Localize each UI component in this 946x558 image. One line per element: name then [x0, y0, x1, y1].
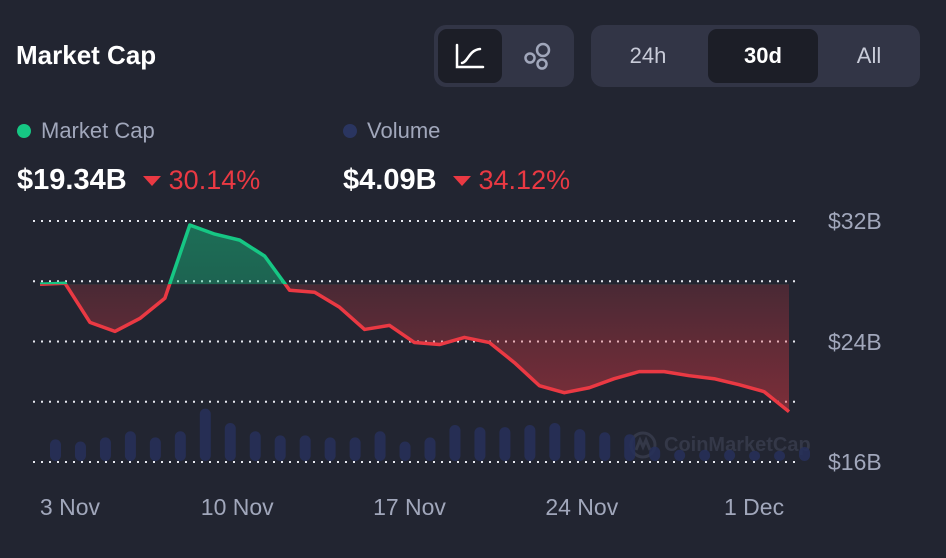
volume-bar[interactable]: [224, 423, 236, 461]
volume-bar[interactable]: [624, 434, 636, 461]
legend-volume-label: Volume: [367, 118, 441, 143]
volume-bar[interactable]: [74, 441, 86, 461]
volume-bar[interactable]: [99, 437, 111, 461]
volume-dot-icon: [343, 124, 357, 138]
volume-bar[interactable]: [50, 439, 61, 461]
line-chart-icon: [455, 43, 485, 69]
volume-bar[interactable]: [174, 431, 186, 461]
volume-bar[interactable]: [299, 435, 311, 461]
x-tick-label: 3 Nov: [39, 494, 100, 520]
volume-bar[interactable]: [474, 427, 486, 461]
chart-type-toggle: [434, 25, 574, 87]
y-tick-label: $24B: [828, 328, 882, 355]
tab-all[interactable]: All: [856, 43, 882, 68]
line-chart-button[interactable]: [438, 29, 502, 83]
volume-bar[interactable]: [374, 431, 386, 461]
legend-market-cap-label: Market Cap: [41, 118, 155, 143]
volume-bar[interactable]: [799, 447, 810, 461]
x-tick-label: 17 Nov: [373, 494, 446, 520]
volume-bar[interactable]: [599, 432, 611, 461]
bubble-chart-icon: [524, 42, 551, 70]
market-cap-line-down: [40, 284, 791, 414]
x-tick-label: 24 Nov: [545, 494, 619, 520]
volume-bar[interactable]: [199, 408, 211, 461]
market-cap-stat: $19.34B 30.14%: [17, 164, 260, 197]
volume-bar[interactable]: [249, 431, 261, 461]
caret-down-icon: [142, 175, 161, 186]
caret-down-icon: [452, 175, 471, 186]
y-tick-label: $32B: [828, 208, 882, 234]
volume-bar[interactable]: [349, 437, 361, 461]
volume-bar[interactable]: [699, 449, 711, 461]
page-title: Market Cap: [16, 40, 157, 70]
market-cap-change: 30.14%: [168, 165, 261, 195]
x-tick-label: 1 Dec: [723, 494, 785, 520]
legend-market-cap[interactable]: Market Cap: [17, 118, 155, 144]
volume-bar[interactable]: [649, 446, 661, 461]
volume-bar[interactable]: [674, 449, 686, 461]
volume-bar[interactable]: [774, 450, 786, 461]
volume-bar[interactable]: [549, 423, 561, 461]
volume-bar[interactable]: [424, 437, 436, 461]
volume-bar[interactable]: [449, 425, 461, 461]
area-below-baseline: [40, 284, 789, 412]
market-cap-value: $19.34B: [17, 164, 127, 196]
volume-bar[interactable]: [324, 437, 336, 461]
volume-bar[interactable]: [274, 435, 286, 461]
volume-bar[interactable]: [149, 437, 161, 461]
volume-bar[interactable]: [574, 429, 586, 461]
market-cap-dot-icon: [17, 124, 31, 138]
volume-bar[interactable]: [124, 431, 136, 461]
volume-value: $4.09B: [343, 164, 437, 196]
bubble-chart-button[interactable]: [506, 29, 570, 83]
legend-volume[interactable]: Volume: [343, 118, 440, 144]
area-above-baseline: [40, 225, 789, 285]
volume-bar[interactable]: [499, 427, 511, 461]
y-tick-label: $16B: [828, 449, 882, 475]
volume-bar[interactable]: [749, 450, 761, 461]
volume-bar[interactable]: [724, 449, 736, 461]
volume-bar[interactable]: [399, 441, 411, 461]
volume-bar[interactable]: [524, 425, 536, 461]
volume-change: 34.12%: [478, 165, 571, 195]
time-range-tabs: 24h 30d All: [591, 25, 920, 87]
tab-30d[interactable]: 30d: [708, 29, 818, 83]
volume-stat: $4.09B 34.12%: [343, 164, 570, 197]
tab-24h[interactable]: 24h: [629, 43, 667, 68]
x-tick-label: 10 Nov: [200, 494, 274, 520]
